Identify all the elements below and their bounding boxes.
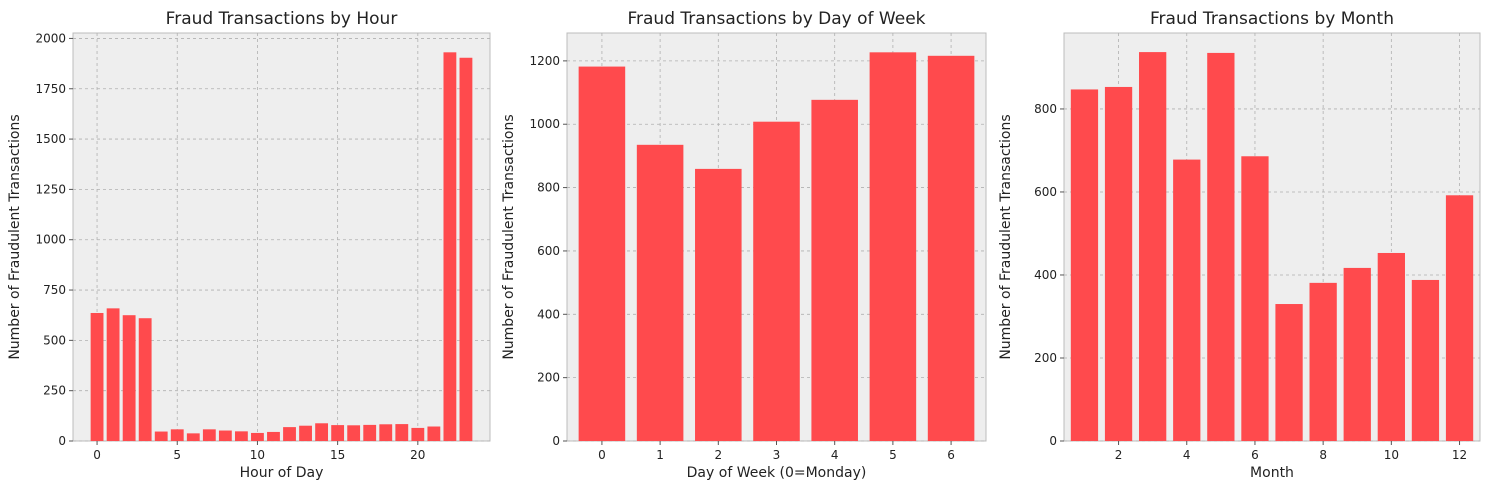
chart-hour: 0 250 500 750 1000 1250 1500 1750 2000 0 5 10 15 20 Fr… bbox=[7, 9, 491, 481]
x-axis-label: Hour of Day bbox=[240, 465, 324, 481]
bar bbox=[138, 318, 152, 441]
bar bbox=[267, 431, 280, 441]
bar bbox=[459, 57, 473, 441]
bar bbox=[1104, 86, 1133, 441]
x-tick-label: 6 bbox=[1251, 448, 1259, 462]
y-tick-label: 0 bbox=[58, 434, 66, 448]
y-tick-label: 500 bbox=[43, 333, 66, 347]
bar bbox=[753, 121, 800, 442]
y-tick-label: 250 bbox=[43, 384, 66, 398]
bar bbox=[1309, 282, 1337, 441]
bar bbox=[154, 431, 168, 441]
bar bbox=[1139, 52, 1167, 441]
x-tick-label: 12 bbox=[1452, 448, 1467, 462]
x-tick-label: 8 bbox=[1319, 448, 1327, 462]
bar bbox=[578, 66, 626, 441]
y-tick-label: 0 bbox=[1049, 434, 1057, 448]
bar bbox=[1411, 279, 1440, 441]
bar bbox=[1173, 159, 1201, 441]
bar bbox=[1445, 195, 1474, 441]
y-tick-label: 1250 bbox=[35, 182, 66, 196]
bar bbox=[170, 429, 184, 441]
chart-day: 0 200 400 600 800 1000 1200 0 1 2 3 4 5 6 Fraud Transa… bbox=[501, 9, 987, 481]
bar bbox=[315, 423, 329, 441]
x-tick-label: 10 bbox=[250, 448, 265, 462]
chart-month: 0 200 400 600 800 2 4 6 8 10 12 Fraud Transactions … bbox=[998, 9, 1481, 481]
bar bbox=[251, 432, 264, 441]
bar bbox=[283, 427, 296, 441]
bar bbox=[1377, 252, 1405, 441]
x-tick-label: 0 bbox=[93, 448, 101, 462]
bar bbox=[427, 426, 441, 441]
x-tick-label: 0 bbox=[598, 448, 606, 462]
bar bbox=[186, 433, 200, 441]
bar bbox=[234, 431, 248, 441]
x-axis-label: Month bbox=[1250, 465, 1294, 481]
y-axis-label: Number of Fraudulent Transactions bbox=[501, 114, 517, 359]
bar bbox=[1070, 89, 1099, 442]
y-tick-label: 800 bbox=[1034, 102, 1057, 116]
plot-area bbox=[1063, 32, 1481, 442]
bar bbox=[927, 55, 975, 441]
x-tick-label: 3 bbox=[773, 448, 781, 462]
x-tick-label: 20 bbox=[410, 448, 425, 462]
bar bbox=[395, 424, 409, 441]
y-tick-label: 1000 bbox=[529, 117, 560, 131]
bar bbox=[90, 312, 104, 441]
bar bbox=[347, 425, 361, 441]
y-tick-label: 0 bbox=[552, 434, 560, 448]
bar bbox=[299, 425, 312, 441]
y-tick-label: 800 bbox=[537, 181, 560, 195]
x-tick-label: 5 bbox=[173, 448, 181, 462]
bar bbox=[379, 424, 393, 441]
x-tick-label: 4 bbox=[1183, 448, 1191, 462]
bar bbox=[1275, 304, 1303, 441]
x-tick-label: 1 bbox=[656, 448, 664, 462]
y-tick-label: 600 bbox=[537, 244, 560, 258]
x-tick-label: 2 bbox=[1115, 448, 1123, 462]
x-tick-label: 6 bbox=[947, 448, 955, 462]
y-axis-label: Number of Fraudulent Transactions bbox=[7, 114, 23, 359]
y-tick-label: 2000 bbox=[35, 31, 66, 45]
y-axis-label: Number of Fraudulent Transactions bbox=[998, 114, 1014, 359]
y-tick-label: 600 bbox=[1034, 185, 1057, 199]
x-tick-label: 15 bbox=[330, 448, 345, 462]
bar bbox=[1207, 52, 1235, 442]
y-tick-label: 1200 bbox=[529, 54, 560, 68]
y-tick-label: 1750 bbox=[35, 82, 66, 96]
bar bbox=[106, 308, 120, 441]
y-tick-label: 400 bbox=[1034, 268, 1057, 282]
bar bbox=[811, 99, 858, 442]
bar bbox=[695, 168, 742, 441]
bar bbox=[443, 52, 457, 441]
x-tick-label: 10 bbox=[1384, 448, 1399, 462]
chart-title: Fraud Transactions by Month bbox=[1150, 9, 1394, 29]
bar bbox=[636, 144, 684, 441]
x-tick-label: 5 bbox=[889, 448, 897, 462]
y-tick-label: 1500 bbox=[35, 132, 66, 146]
bar bbox=[218, 430, 232, 441]
y-tick-label: 750 bbox=[43, 283, 66, 297]
bar bbox=[869, 52, 917, 441]
bar bbox=[363, 424, 377, 441]
x-axis-label: Day of Week (0=Monday) bbox=[687, 465, 867, 481]
y-tick-label: 1000 bbox=[35, 233, 66, 247]
bar bbox=[122, 315, 136, 441]
chart-title: Fraud Transactions by Hour bbox=[166, 9, 398, 29]
chart-title: Fraud Transactions by Day of Week bbox=[627, 9, 925, 29]
bar bbox=[1343, 267, 1371, 441]
x-tick-label: 2 bbox=[714, 448, 722, 462]
bar bbox=[331, 425, 345, 441]
y-tick-label: 400 bbox=[537, 307, 560, 321]
y-tick-label: 200 bbox=[537, 371, 560, 385]
x-tick-label: 4 bbox=[831, 448, 839, 462]
bar bbox=[411, 427, 425, 441]
bar bbox=[1241, 156, 1269, 442]
y-tick-label: 200 bbox=[1034, 351, 1057, 365]
bar bbox=[202, 429, 216, 441]
